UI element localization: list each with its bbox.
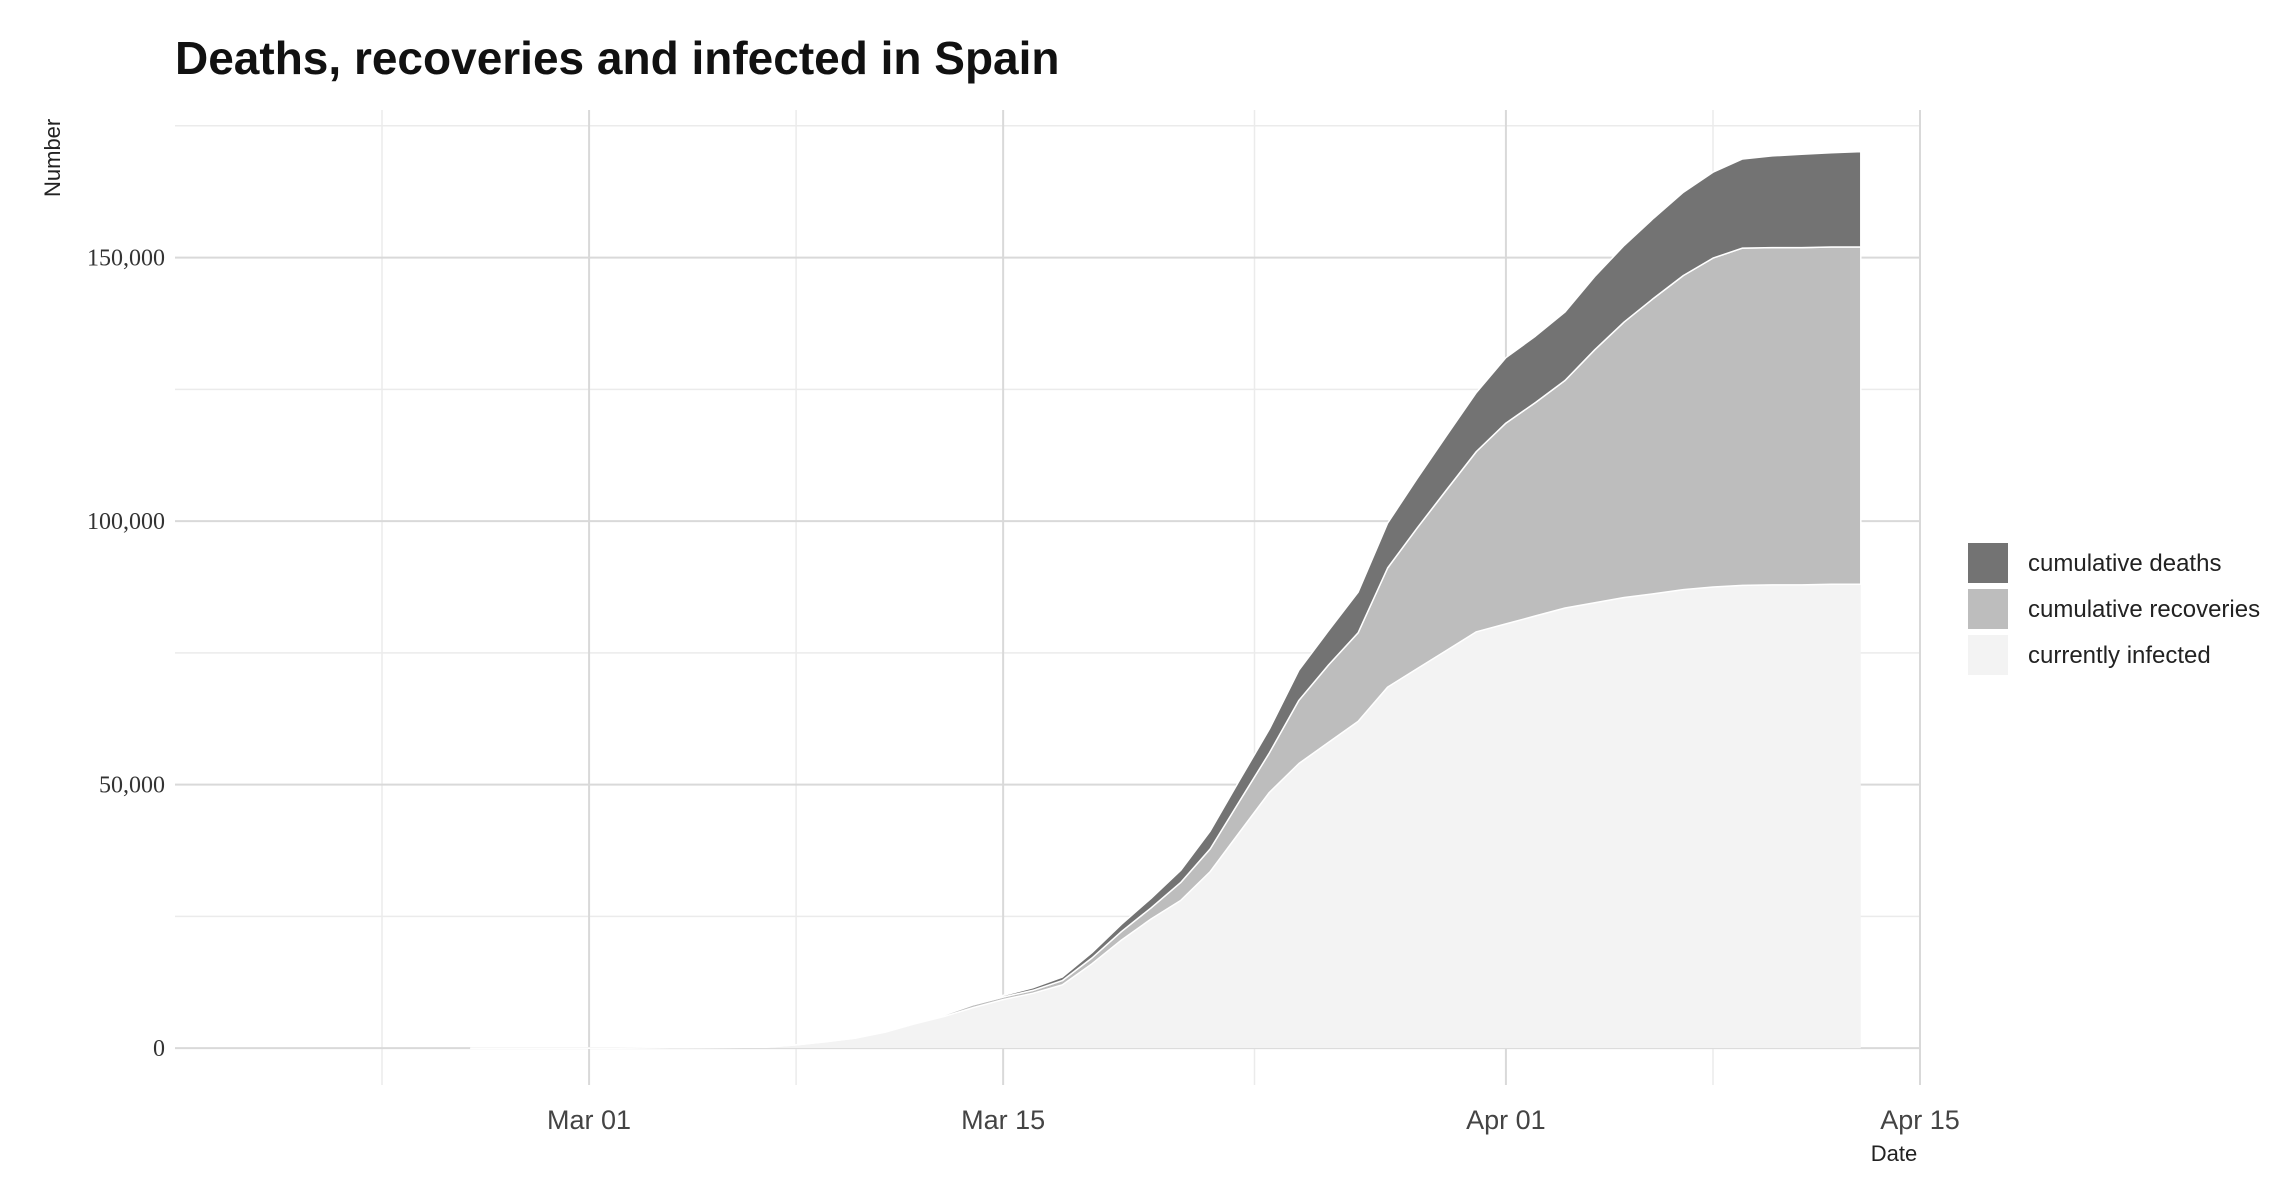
legend-key-cumulative-recoveries: [1968, 589, 2008, 629]
legend-label-cumulative-deaths: cumulative deaths: [2028, 550, 2221, 577]
y-tick-label: 0: [153, 1036, 165, 1062]
area-cumulative-deaths: [470, 150, 1862, 1049]
legend: cumulative deaths cumulative recoveries cu…: [1968, 543, 2260, 675]
x-tick-labels: Mar 01 Mar 15 Apr 01 Apr 15: [547, 1105, 1960, 1135]
legend-key-currently-infected: [1968, 635, 2008, 675]
y-tick-label: 50,000: [99, 773, 165, 799]
y-tick-labels: 0 50,000 100,000 150,000: [87, 246, 165, 1063]
y-axis-label: Number: [40, 119, 65, 197]
legend-label-cumulative-recoveries: cumulative recoveries: [2028, 596, 2260, 623]
legend-key-cumulative-deaths: [1968, 543, 2008, 583]
area-series-group: [470, 150, 1862, 1049]
x-tick-label: Mar 01: [547, 1105, 631, 1135]
x-tick-label: Apr 01: [1466, 1105, 1546, 1135]
area-currently-infected: [470, 584, 1861, 1049]
y-tick-label: 150,000: [87, 246, 165, 272]
y-tick-label: 100,000: [87, 509, 165, 535]
x-tick-label: Mar 15: [961, 1105, 1045, 1135]
x-tick-label: Apr 15: [1880, 1105, 1960, 1135]
legend-label-currently-infected: currently infected: [2028, 642, 2211, 669]
x-axis-label: Date: [1871, 1141, 1917, 1166]
chart-title: Deaths, recoveries and infected in Spain: [175, 32, 1060, 84]
